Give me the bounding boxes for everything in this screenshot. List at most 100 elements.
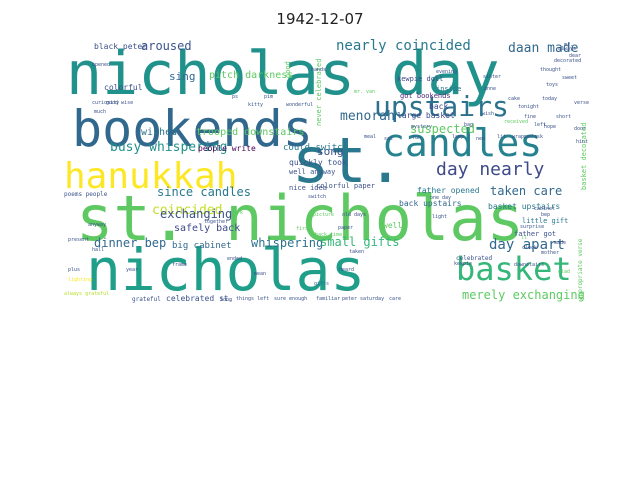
cloud-word: sing <box>169 70 196 83</box>
cloud-word: curiosity <box>92 100 119 106</box>
cloud-word: nice idea <box>289 184 327 192</box>
cloud-word: year <box>126 267 138 273</box>
cloud-word: made <box>554 240 566 246</box>
cloud-word: hall <box>92 247 104 253</box>
cloud-word: today <box>542 96 557 102</box>
cloud-word: clock <box>522 245 537 251</box>
cloud-word: father got <box>514 230 556 238</box>
cloud-word: little gift <box>522 217 568 225</box>
cloud-word: well <box>383 221 402 230</box>
cloud-word: back <box>429 102 448 111</box>
cloud-word: basket upstairs <box>488 202 560 211</box>
cloud-word: anyway <box>88 222 106 228</box>
cloud-word: kitty <box>248 102 263 108</box>
cloud-word: old days <box>342 212 366 218</box>
cloud-word: well anyway <box>289 168 335 176</box>
cloud-word: frame <box>172 262 187 268</box>
cloud-word: day nearly <box>436 159 545 180</box>
cloud-word: quickly took <box>289 158 347 167</box>
cloud-word: ps <box>232 94 238 100</box>
cloud-word: day apart <box>489 237 565 253</box>
cloud-word: hanukkah <box>64 156 237 197</box>
cloud-word: cabinet <box>534 206 555 212</box>
cloud-word: upstairs <box>374 90 509 123</box>
cloud-word: long <box>220 297 232 303</box>
cloud-word: wish <box>482 111 494 117</box>
cloud-word: merely exchanging <box>462 288 585 302</box>
cloud-word: care <box>389 296 401 302</box>
cloud-word: daan made <box>508 41 579 56</box>
cloud-word: glad <box>558 269 570 275</box>
cloud-word: song <box>317 145 344 158</box>
cloud-word: bag <box>464 122 473 128</box>
cloud-word: heard <box>339 267 354 273</box>
cloud-word: small gifts <box>320 235 399 249</box>
cloud-word: pim <box>264 94 273 100</box>
cloud-word: toys <box>546 82 558 88</box>
cloud-word: basket decorated <box>580 123 588 190</box>
cloud-word: together <box>204 219 228 225</box>
cloud-word: mother <box>541 250 559 256</box>
cloud-word: decorated <box>554 58 581 64</box>
cloud-word: aroused <box>141 39 192 53</box>
cloud-word: father opened <box>417 186 480 195</box>
cloud-word: candles <box>382 121 542 165</box>
cloud-word: nearly coincided <box>336 38 471 54</box>
cloud-word: colorful paper <box>316 182 375 190</box>
cloud-word: always grateful <box>64 291 109 297</box>
cloud-word: wished <box>141 127 177 138</box>
cloud-word: ll <box>521 235 527 241</box>
cloud-word: peter <box>342 296 357 302</box>
cloud-word: coincided <box>152 203 222 218</box>
cloud-word: dark <box>231 210 243 216</box>
cloud-word: mr. <box>564 42 573 48</box>
cloud-word: hint <box>576 139 588 145</box>
cloud-word: downstairs <box>514 262 544 268</box>
cloud-word: large basket <box>397 111 455 120</box>
cloud-word: whispering <box>251 236 323 250</box>
cloud-word: first <box>296 226 311 232</box>
cloud-word: ask <box>534 134 543 140</box>
cloud-word: familiar <box>316 296 340 302</box>
cloud-word: inside <box>436 85 461 93</box>
word-cloud: nicholas day bookends st. hanukkah candles up… <box>64 38 596 304</box>
cloud-word: mr. van <box>354 89 375 95</box>
cloud-word: taken <box>349 249 364 255</box>
cloud-word: picture <box>313 212 334 218</box>
cloud-word: celebrated st. <box>166 294 233 303</box>
cloud-word: safely back <box>174 223 240 234</box>
cloud-word: trooped downstairs <box>196 127 304 138</box>
cloud-word: nicholas day <box>66 39 499 109</box>
cloud-word: tonight <box>518 104 539 110</box>
cloud-word: thought <box>540 67 561 73</box>
cloud-word: people write <box>198 144 256 153</box>
cloud-word: back upstairs <box>399 199 462 208</box>
cloud-word: sat <box>384 136 393 142</box>
cloud-word: big cabinet <box>172 241 232 251</box>
cloud-word: new <box>476 136 486 142</box>
cloud-word: nicholas <box>86 236 365 304</box>
cloud-word: got bookends <box>400 92 451 100</box>
cloud-word: mystery <box>411 124 432 130</box>
cloud-word: good <box>284 61 292 78</box>
cloud-word: present <box>68 237 89 243</box>
cloud-word: bookends <box>72 100 313 158</box>
cloud-word: always <box>558 46 576 52</box>
cloud-word: plus <box>68 267 80 273</box>
cloud-word: back time <box>315 232 342 238</box>
cloud-word: fine <box>524 114 536 120</box>
cloud-word: black peter <box>94 42 147 51</box>
cloud-word: short <box>556 114 571 120</box>
cloud-word: poems people <box>64 191 108 198</box>
cloud-word: wonderful <box>286 102 313 108</box>
cloud-word: bep <box>541 212 550 218</box>
cloud-word: celebrated <box>456 255 493 262</box>
cloud-word: menorah <box>340 109 395 124</box>
cloud-word: lamp <box>452 134 464 140</box>
cloud-word: st. <box>292 124 404 197</box>
cloud-word: one day <box>430 195 451 201</box>
cloud-word: good wise <box>106 100 133 106</box>
cloud-word: surprise <box>520 224 544 230</box>
cloud-word: pitch darkness <box>209 70 293 81</box>
